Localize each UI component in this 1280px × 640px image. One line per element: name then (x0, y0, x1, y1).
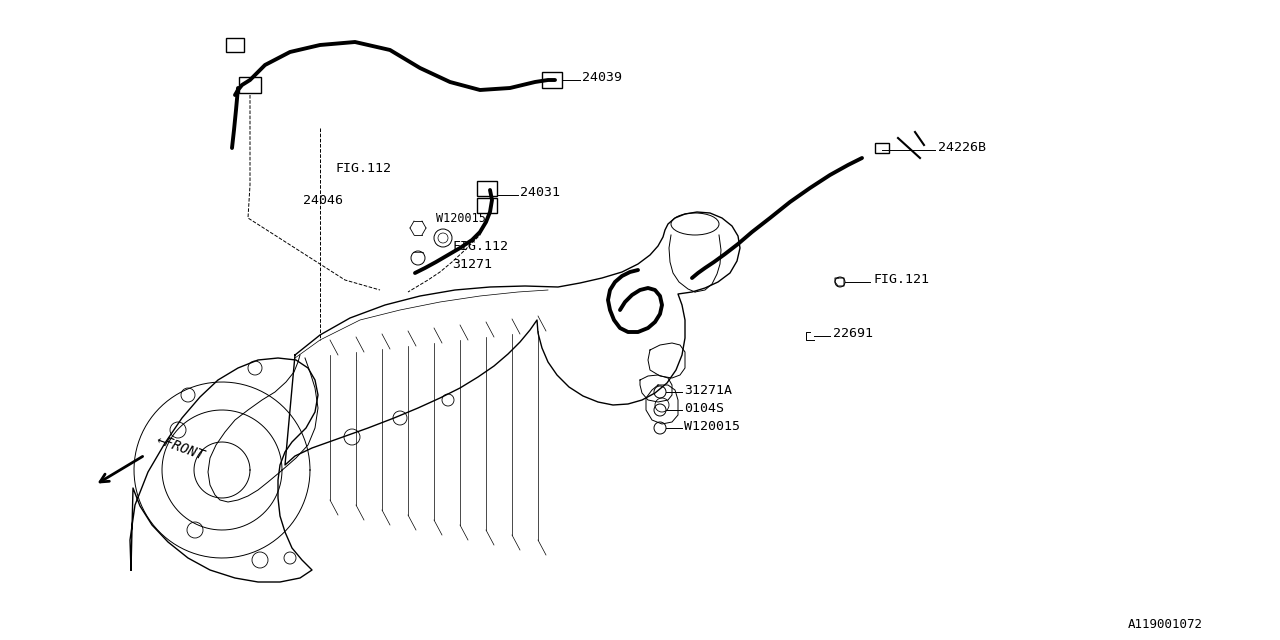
Text: 24046: 24046 (303, 193, 343, 207)
Text: 0104S: 0104S (684, 401, 724, 415)
Text: A119001072: A119001072 (1128, 618, 1202, 632)
Text: W120015: W120015 (684, 419, 740, 433)
Text: FIG.121: FIG.121 (873, 273, 929, 285)
Text: 22691: 22691 (833, 326, 873, 339)
Text: 24031: 24031 (520, 186, 561, 198)
Text: 24039: 24039 (582, 70, 622, 83)
Text: 31271: 31271 (452, 257, 492, 271)
Text: W120015: W120015 (436, 211, 486, 225)
Bar (239, 77, 261, 93)
Bar (477, 198, 497, 212)
Text: FIG.112: FIG.112 (335, 161, 390, 175)
Text: 31271A: 31271A (684, 383, 732, 397)
Text: 24226B: 24226B (938, 141, 986, 154)
Bar (477, 180, 497, 195)
Bar (541, 72, 562, 88)
Text: FIG.112: FIG.112 (452, 239, 508, 253)
Bar (227, 38, 244, 52)
Bar (876, 143, 890, 153)
Text: ←FRONT: ←FRONT (155, 433, 207, 463)
